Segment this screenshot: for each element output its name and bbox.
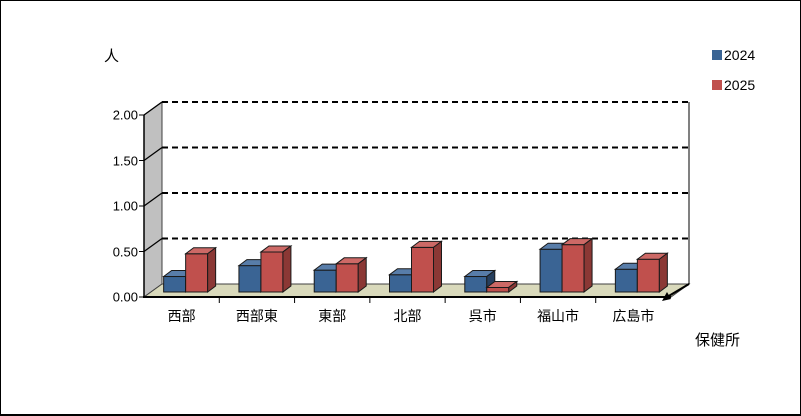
legend-item-2025: 2025 (712, 77, 755, 93)
bar-front (614, 268, 638, 293)
bar-front (313, 269, 337, 293)
legend-label: 2025 (724, 77, 756, 93)
bar-side (508, 280, 518, 293)
wall-gridline (143, 146, 163, 162)
bar-front (636, 258, 660, 293)
bar-side (433, 240, 442, 293)
ytick-label: 1.00 (112, 198, 138, 214)
y-axis-unit-label: 人 (104, 48, 120, 65)
ytick-label: 2.00 (112, 107, 138, 123)
bar-front (486, 286, 510, 293)
ytick-label: 0.50 (112, 244, 138, 259)
bar-side (583, 237, 593, 293)
legend-item-2024: 2024 (712, 47, 755, 63)
bar-2025-北部 (410, 240, 443, 293)
category-label: 西部東 (235, 308, 278, 324)
wall-gridline (143, 101, 163, 116)
bar-side (357, 256, 367, 293)
bar-2024-呉市 (463, 269, 497, 293)
wall-gridline (143, 237, 163, 253)
bar-front (389, 274, 412, 293)
x-axis-depth-edge (666, 283, 690, 298)
legend-swatch-blue-icon (712, 50, 722, 60)
bar-front (335, 263, 359, 293)
legend: 2024 2025 (712, 47, 755, 107)
category-label: 呉市 (468, 308, 497, 324)
bar-2025-西部 (184, 246, 218, 293)
bar-2025-呉市 (485, 280, 519, 293)
bar-front (464, 276, 488, 293)
legend-swatch-red-icon (712, 80, 722, 90)
ytick-label: 0.00 (112, 289, 138, 305)
category-label: 北部 (393, 308, 422, 324)
bar-front (411, 246, 434, 293)
bar-side (658, 252, 668, 293)
ytick-label: 1.50 (112, 153, 138, 168)
category-label: 広島市 (612, 308, 655, 324)
bar-2025-西部東 (259, 244, 293, 293)
bar-front (260, 251, 284, 293)
bar-side (282, 244, 292, 293)
bar-2025-東部 (334, 256, 368, 293)
x-axis-title: 保健所 (695, 332, 741, 349)
bar-front (539, 248, 563, 293)
category-label: 西部 (167, 308, 196, 324)
bar-front (163, 276, 187, 293)
bar-front (185, 253, 209, 293)
category-label: 福山市 (537, 308, 580, 324)
bar-front (238, 265, 262, 293)
category-label: 東部 (318, 308, 347, 324)
x-axis-arrow-icon (662, 292, 671, 301)
bar-side (207, 246, 217, 293)
bar-front (561, 244, 585, 293)
legend-label: 2024 (724, 47, 756, 63)
bar-2025-福山市 (560, 237, 594, 293)
wall-gridline (143, 192, 163, 207)
bar-2025-広島市 (635, 252, 669, 293)
